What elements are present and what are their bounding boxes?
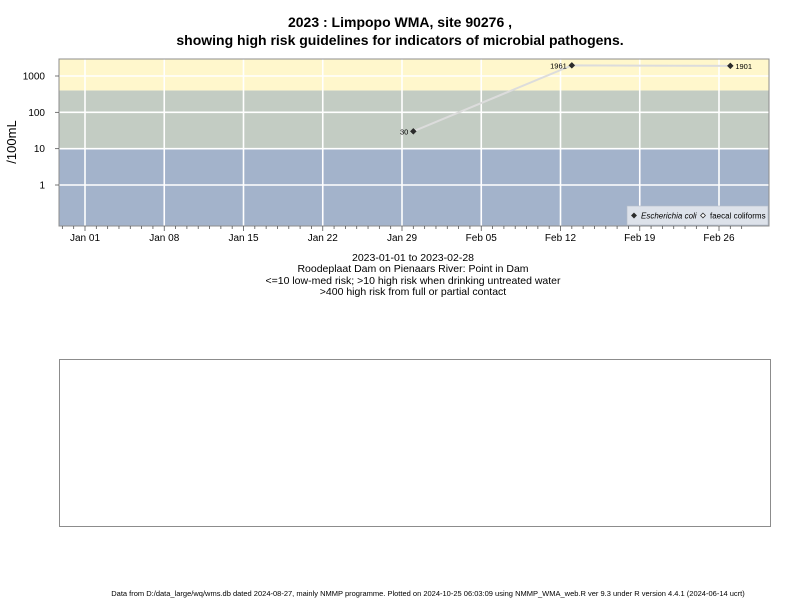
risk-band-3 <box>59 59 769 91</box>
data-point <box>568 62 576 69</box>
legend-marker-open <box>700 212 706 219</box>
guideline-caption-1: <=10 low-med risk; >10 high risk when dr… <box>265 275 561 287</box>
x-tick-label: Feb 26 <box>703 233 735 244</box>
legend-box <box>626 205 769 226</box>
empty-plot-panel <box>59 359 771 527</box>
x-tick-label: Jan 15 <box>228 233 258 244</box>
data-label: 1961 <box>550 61 567 70</box>
x-tick-label: Jan 01 <box>70 233 100 244</box>
footer-note: Data from D:/data_large/wq/wms.db dated … <box>111 589 745 598</box>
data-point <box>726 62 734 70</box>
data-label: 1901 <box>735 62 752 71</box>
y-axis-label: /100mL <box>4 120 19 163</box>
data-point <box>409 127 417 135</box>
guideline-caption-2: >400 high risk from full or partial cont… <box>319 286 507 298</box>
y-tick-label: 1 <box>39 181 45 192</box>
chart-title: 2023 : Limpopo WMA, site 90276 , <box>287 14 513 30</box>
data-label: 30 <box>400 127 408 136</box>
y-tick-label: 1000 <box>23 72 46 83</box>
date-range-caption: 2023-01-01 to 2023-02-28 <box>351 252 474 264</box>
chart-subtitle: showing high risk guidelines for indicat… <box>176 32 624 48</box>
x-tick-label: Feb 12 <box>545 233 577 244</box>
x-tick-label: Feb 19 <box>624 233 656 244</box>
legend-marker-filled <box>631 212 637 219</box>
location-caption: Roodeplaat Dam on Pienaars River: Point … <box>297 263 529 275</box>
y-tick-label: 100 <box>28 108 45 119</box>
y-tick-label: 10 <box>34 144 46 155</box>
x-tick-label: Jan 29 <box>387 233 417 244</box>
legend-label: faecal coliforms <box>710 212 766 221</box>
x-tick-label: Jan 08 <box>149 233 179 244</box>
plot-frame <box>58 58 770 227</box>
risk-band-2 <box>59 90 769 149</box>
legend-label: Escherichia coli <box>641 212 697 221</box>
x-tick-label: Feb 05 <box>466 233 498 244</box>
x-tick-label: Jan 22 <box>308 233 338 244</box>
